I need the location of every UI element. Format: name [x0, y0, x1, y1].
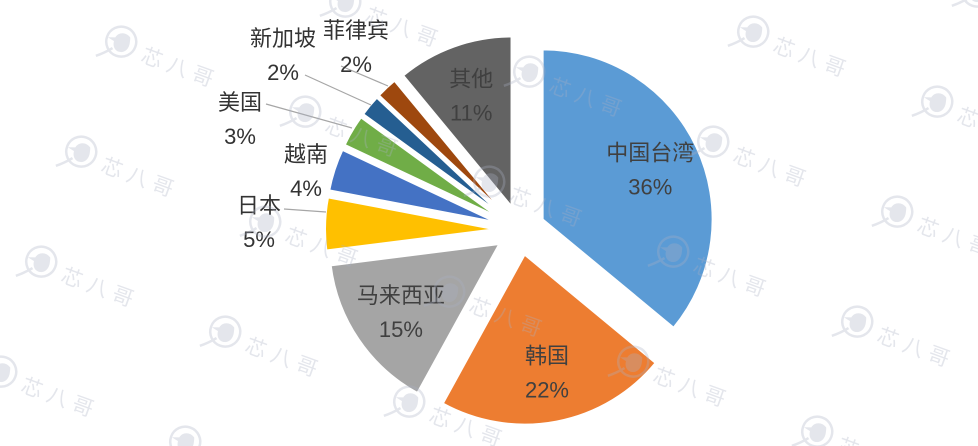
leader-line-singapore	[304, 74, 372, 106]
watermark-stamp	[950, 0, 978, 50]
pie-slice-vietnam	[328, 148, 497, 224]
watermark-stamp	[830, 299, 963, 380]
slice-label-usa: 美国 3%	[218, 90, 262, 149]
watermark-stamp	[0, 349, 107, 430]
watermark-stamp	[910, 79, 978, 160]
watermark-stamp	[158, 419, 291, 446]
watermark-stamp	[726, 9, 859, 90]
watermark-stamp	[54, 129, 187, 210]
slice-label-singapore: 新加坡 2%	[250, 26, 316, 85]
leader-line-philippines	[340, 65, 389, 87]
watermark-stamp	[790, 409, 923, 446]
watermark-stamp	[14, 239, 147, 320]
watermark-stamp	[94, 19, 227, 100]
watermark-stamp	[870, 189, 978, 270]
slice-label-south-korea: 韩国 22%	[525, 343, 569, 402]
pie-slice-south-korea	[441, 253, 658, 426]
slice-label-taiwan-china: 中国台湾 36%	[606, 141, 694, 200]
pie-slices-group	[324, 35, 714, 426]
slice-label-philippines: 菲律宾 2%	[323, 18, 389, 77]
watermark-stamp	[198, 309, 331, 390]
slice-label-others: 其他 11%	[449, 67, 493, 126]
pie-slice-philippines	[377, 79, 504, 213]
leader-line-japan	[283, 208, 327, 213]
slice-label-japan: 日本 5%	[237, 193, 281, 252]
slice-label-vietnam: 越南 4%	[284, 142, 328, 201]
pie-slice-others	[401, 35, 513, 210]
pie-slice-singapore	[361, 96, 502, 215]
